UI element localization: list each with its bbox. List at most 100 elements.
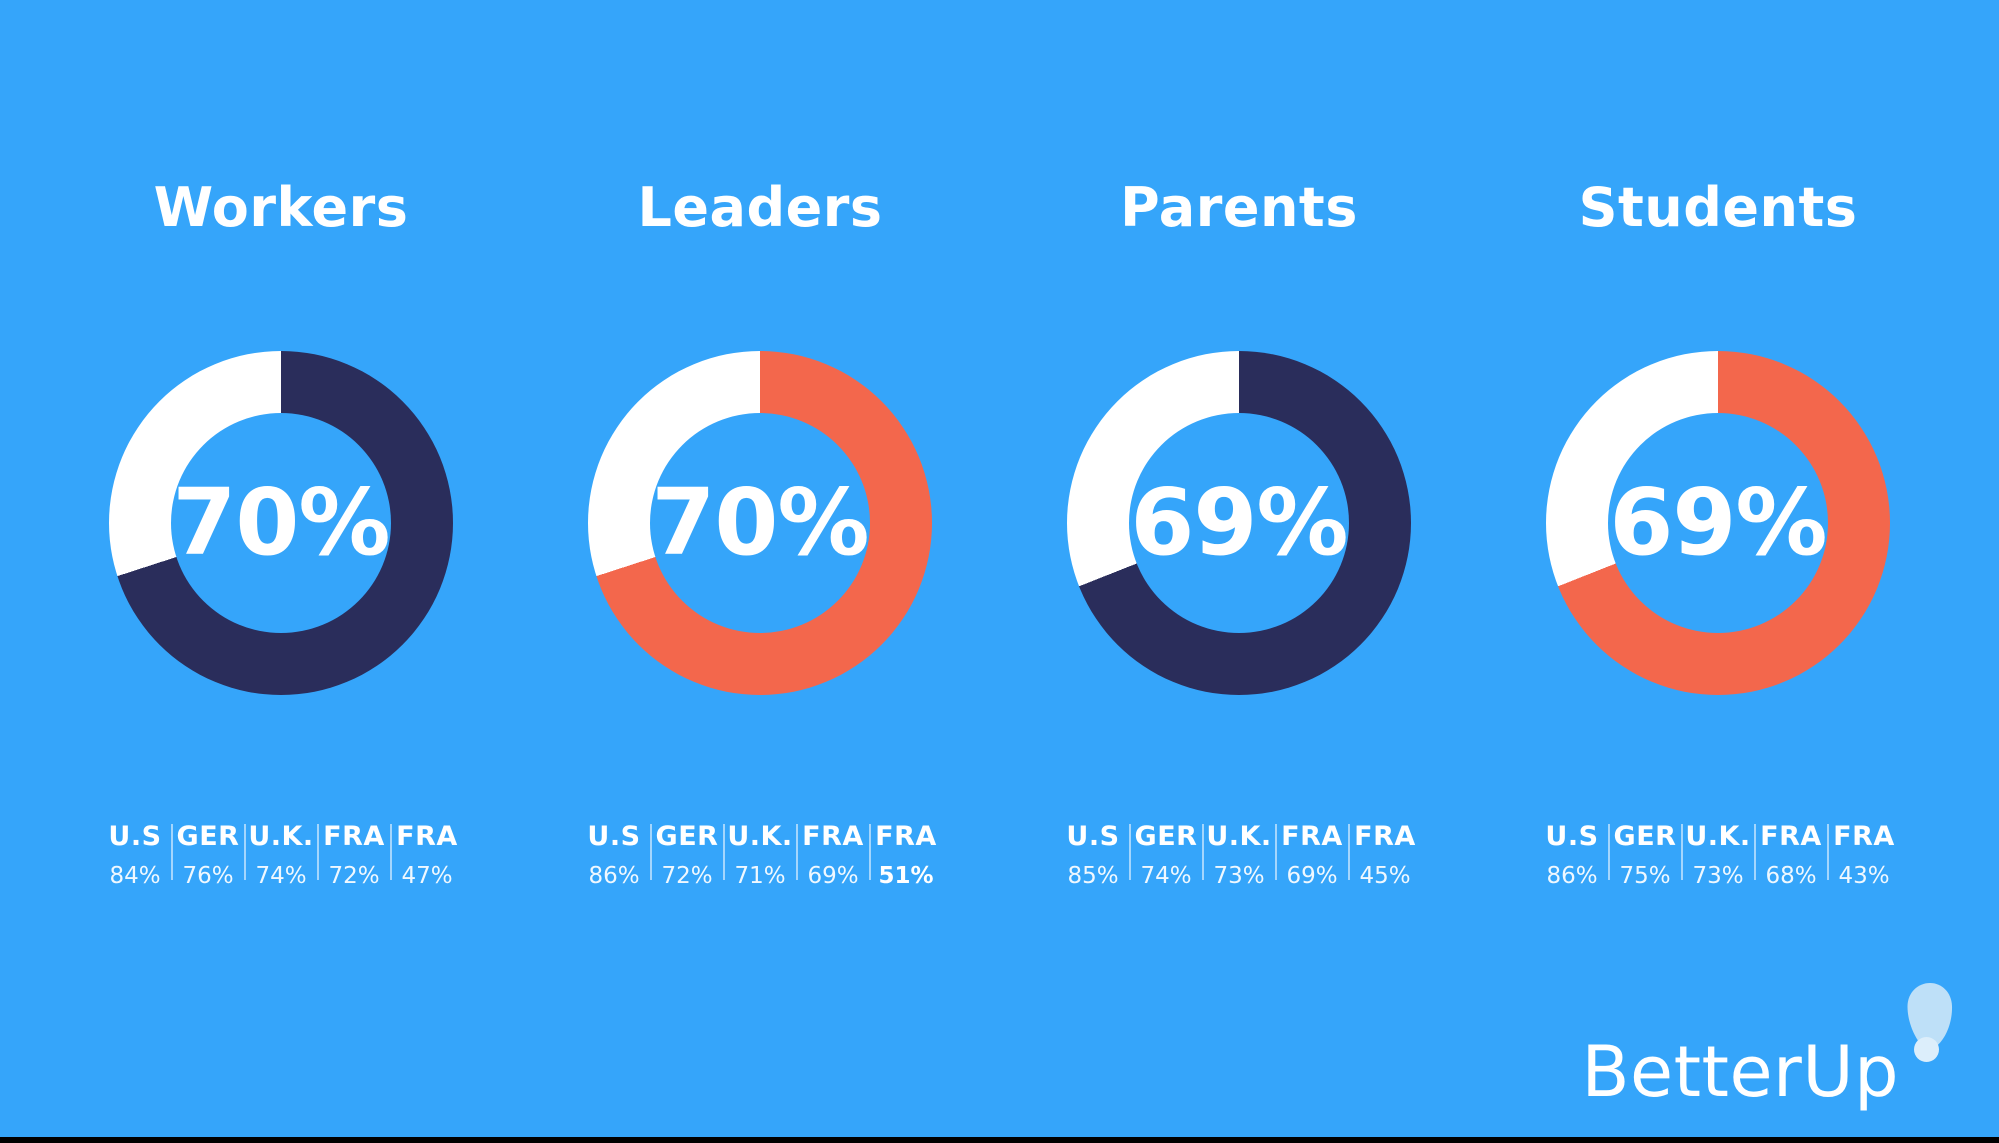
- donut-hole: [171, 412, 391, 633]
- stat-value: 47%: [401, 862, 453, 889]
- stat-divider: [1826, 823, 1829, 880]
- stat-item: FRA 51%: [871, 821, 942, 889]
- stat-divider: [1128, 823, 1131, 880]
- stat-divider: [1347, 823, 1350, 880]
- stat-divider: [1680, 823, 1683, 880]
- chart-column-workers: Workers 70% U.S 84% GER 76% U.K. 74% FRA 72% FRA 47…: [42, 176, 521, 889]
- stats-row: U.S 85% GER 74% U.K. 73% FRA 69% FRA 45%: [1058, 821, 1421, 889]
- stat-label: FRA: [323, 820, 385, 852]
- stat-value: 51%: [878, 862, 934, 889]
- stat-item: FRA 47%: [392, 821, 463, 889]
- stat-item: GER 76%: [173, 821, 244, 889]
- stat-item: U.K. 74%: [246, 821, 317, 889]
- stat-divider: [1201, 823, 1204, 880]
- stat-label: GER: [1134, 820, 1198, 852]
- stat-value: 69%: [1286, 862, 1338, 889]
- stat-divider: [795, 823, 798, 880]
- stat-label: FRA: [875, 820, 937, 852]
- stat-item: U.K. 71%: [725, 821, 796, 889]
- stat-item: GER 72%: [652, 821, 723, 889]
- stat-label: GER: [176, 820, 240, 852]
- stat-label: FRA: [396, 820, 458, 852]
- stat-divider: [316, 823, 319, 880]
- stat-divider: [243, 823, 246, 880]
- stat-divider: [1274, 823, 1277, 880]
- betterup-wordmark: BetterUp: [1581, 1030, 1899, 1113]
- stats-row: U.S 84% GER 76% U.K. 74% FRA 72% FRA 47%: [100, 821, 463, 889]
- donut-hole: [650, 412, 870, 633]
- stat-label: U.S: [587, 820, 641, 852]
- stat-item: FRA 69%: [1277, 821, 1348, 889]
- stats-row: U.S 86% GER 75% U.K. 73% FRA 68% FRA 43%: [1537, 821, 1900, 889]
- stat-label: FRA: [1833, 820, 1895, 852]
- donut-hole: [1608, 412, 1828, 633]
- stat-label: U.K.: [1685, 820, 1751, 852]
- donut-chart: 70%: [109, 350, 453, 695]
- donut-center-value: 69%: [1609, 469, 1827, 577]
- stat-value: 73%: [1692, 862, 1744, 889]
- bottom-black-bar: [0, 1137, 1999, 1143]
- charts-row: Workers 70% U.S 84% GER 76% U.K. 74% FRA 72% FRA 47…: [42, 176, 1958, 889]
- stat-label: U.S: [1545, 820, 1599, 852]
- stat-divider: [1607, 823, 1610, 880]
- stat-label: GER: [655, 820, 719, 852]
- stat-label: FRA: [1281, 820, 1343, 852]
- stat-item: U.S 86%: [579, 821, 650, 889]
- stat-value: 84%: [109, 862, 161, 889]
- stat-label: U.S: [1066, 820, 1120, 852]
- stat-divider: [649, 823, 652, 880]
- donut-hole: [1129, 412, 1349, 633]
- stat-item: U.S 86%: [1537, 821, 1608, 889]
- betterup-logo: BetterUp: [1582, 983, 1954, 1113]
- stat-value: 72%: [328, 862, 380, 889]
- stat-label: U.S: [108, 820, 162, 852]
- stat-label: GER: [1613, 820, 1677, 852]
- stat-value: 86%: [588, 862, 640, 889]
- stat-item: FRA 45%: [1350, 821, 1421, 889]
- stat-item: U.K. 73%: [1683, 821, 1754, 889]
- stat-value: 74%: [1140, 862, 1192, 889]
- stat-item: FRA 69%: [798, 821, 869, 889]
- stat-item: FRA 68%: [1756, 821, 1827, 889]
- stat-label: U.K.: [1206, 820, 1272, 852]
- donut-chart: 69%: [1067, 350, 1411, 695]
- chart-column-parents: Parents 69% U.S 85% GER 74% U.K. 73% FRA 69% FRA 45…: [1000, 176, 1479, 889]
- stat-value: 71%: [734, 862, 786, 889]
- stat-value: 76%: [182, 862, 234, 889]
- stat-value: 85%: [1067, 862, 1119, 889]
- stat-value: 74%: [255, 862, 307, 889]
- balloon-icon: [1907, 983, 1953, 1062]
- stat-value: 43%: [1838, 862, 1890, 889]
- stat-value: 86%: [1546, 862, 1598, 889]
- stat-item: FRA 72%: [319, 821, 390, 889]
- donut-chart: 70%: [588, 350, 932, 695]
- stats-row: U.S 86% GER 72% U.K. 71% FRA 69% FRA 51%: [579, 821, 942, 889]
- donut-chart: 69%: [1546, 350, 1890, 695]
- stat-label: U.K.: [727, 820, 793, 852]
- stat-value: 69%: [807, 862, 859, 889]
- chart-title: Parents: [1120, 176, 1358, 239]
- donut-center-value: 70%: [651, 469, 869, 577]
- stat-label: FRA: [802, 820, 864, 852]
- donut-center-value: 70%: [172, 469, 390, 577]
- donut-center-value: 69%: [1130, 469, 1348, 577]
- stat-value: 72%: [661, 862, 713, 889]
- chart-title: Leaders: [637, 176, 883, 239]
- balloon-basket-highlight: [1914, 1037, 1939, 1062]
- stat-item: GER 75%: [1610, 821, 1681, 889]
- chart-column-students: Students 69% U.S 86% GER 75% U.K. 73% FRA 68% FRA 4…: [1479, 176, 1958, 889]
- stat-value: 73%: [1213, 862, 1265, 889]
- stat-item: FRA 43%: [1829, 821, 1900, 889]
- stat-divider: [868, 823, 871, 880]
- chart-title: Students: [1578, 176, 1858, 239]
- stat-label: FRA: [1760, 820, 1822, 852]
- chart-column-leaders: Leaders 70% U.S 86% GER 72% U.K. 71% FRA 69% FRA 51…: [521, 176, 1000, 889]
- stat-divider: [389, 823, 392, 880]
- chart-title: Workers: [153, 176, 409, 239]
- stat-divider: [1753, 823, 1756, 880]
- stat-divider: [170, 823, 173, 880]
- stat-divider: [722, 823, 725, 880]
- stat-item: GER 74%: [1131, 821, 1202, 889]
- balloon-body: [1907, 983, 1953, 1049]
